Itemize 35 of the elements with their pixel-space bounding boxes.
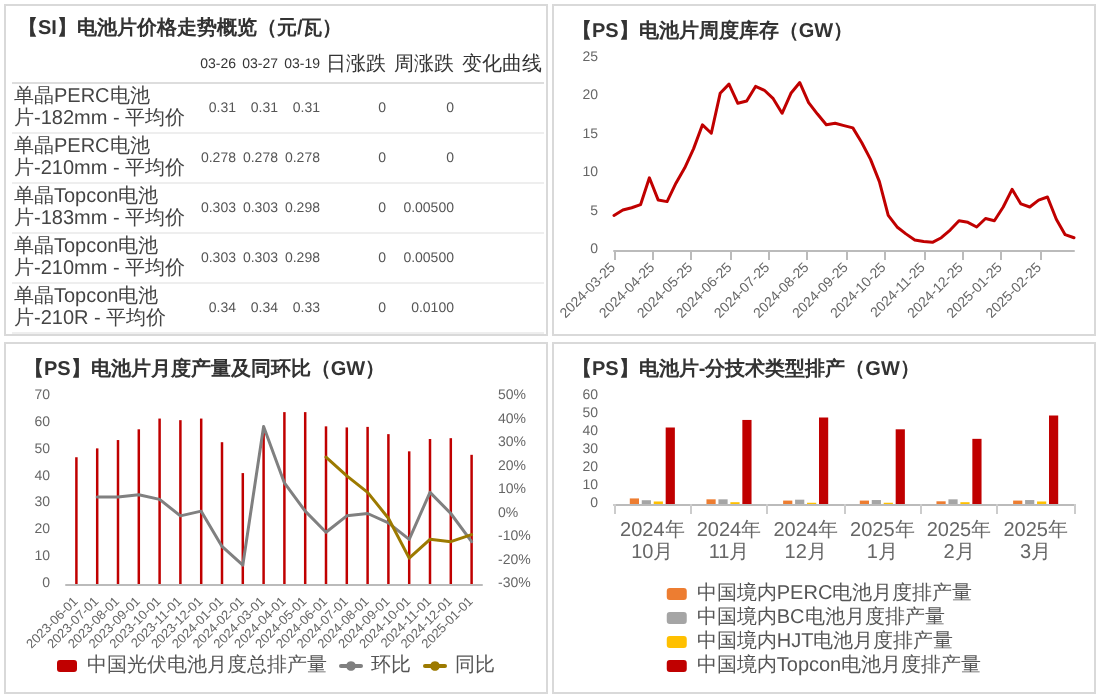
legend-label: 同比 (455, 653, 495, 677)
bar (972, 438, 982, 504)
category-label: 单晶Topcon电池片-210mm - 平均价 (12, 233, 196, 283)
text: 变化曲线 (456, 46, 544, 83)
bar (665, 427, 675, 504)
category-label: 单晶PERC电池片-210mm - 平均价 (12, 133, 196, 183)
line-series (612, 81, 1076, 244)
text: 日涨跌 (322, 46, 388, 83)
x-tick-label: 2025年3月 (1003, 518, 1068, 564)
line-series (324, 455, 474, 560)
legend-label: 环比 (371, 653, 411, 677)
text: 【SI】电池片价格走势概览（元/瓦） (18, 15, 345, 42)
chart-title: 【PS】电池片周度库存（GW） (572, 19, 854, 43)
x-tick-label: 2025年1月 (850, 518, 915, 564)
x-tick-label: 2024年12月 (773, 518, 838, 564)
bar (1049, 415, 1059, 504)
category-label: 单晶Topcon电池片-183mm - 平均价 (12, 183, 196, 233)
bar (819, 417, 829, 504)
legend-label: 中国境内PERC电池月度排产量 (696, 581, 973, 605)
bar (895, 429, 905, 504)
x-tick-label: 2024年11月 (696, 518, 762, 564)
legend-label: 中国境内BC电池月度排产量 (696, 605, 945, 629)
x-tick-label: 2025年2月 (926, 518, 992, 564)
bar (629, 498, 639, 504)
line-series (95, 425, 474, 567)
legend-label: 中国境内Topcon电池月度排产量 (696, 653, 982, 677)
chart-title: 【PS】电池片-分技术类型排产（GW） (572, 357, 920, 381)
text: 周涨跌 (388, 46, 456, 83)
bar (742, 419, 752, 504)
legend-label: 中国光伏电池月度总排产量 (87, 653, 327, 677)
category-label: 单晶Topcon电池片-210R - 平均价 (12, 283, 196, 333)
chart-title: 【PS】电池片月度产量及同环比（GW） (24, 357, 386, 381)
x-tick-label: 2024年10月 (620, 518, 685, 564)
category-label: 单晶PERC电池片-182mm - 平均价 (12, 83, 196, 133)
legend-label: 中国境内HJT电池月度排产量 (696, 629, 954, 653)
